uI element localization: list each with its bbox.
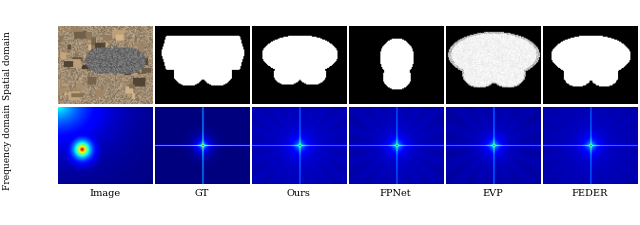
Text: Frequency domain: Frequency domain [3, 103, 12, 189]
X-axis label: GT: GT [195, 189, 209, 198]
X-axis label: FEDER: FEDER [572, 189, 608, 198]
X-axis label: Image: Image [89, 189, 120, 198]
X-axis label: EVP: EVP [483, 189, 503, 198]
X-axis label: FPNet: FPNet [380, 189, 412, 198]
X-axis label: Ours: Ours [287, 189, 310, 198]
Text: Spatial domain: Spatial domain [3, 31, 12, 100]
